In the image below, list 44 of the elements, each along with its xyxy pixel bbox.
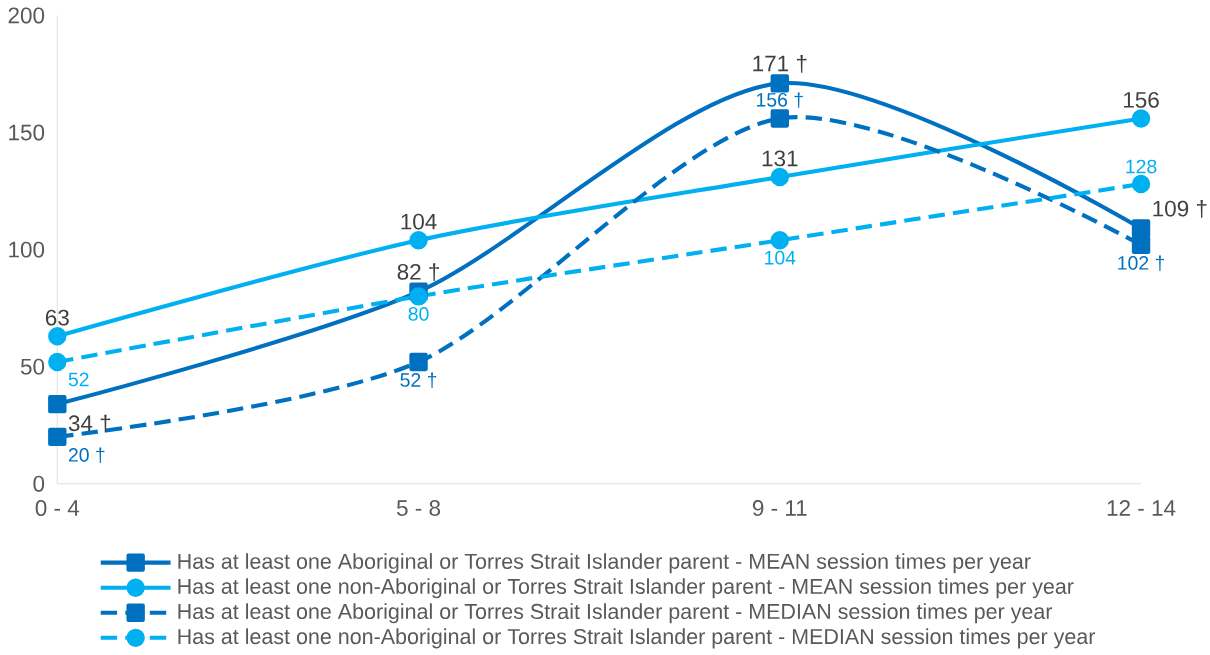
point <box>48 394 67 414</box>
data-label: 20 † <box>68 447 105 463</box>
point <box>48 352 67 371</box>
data-label: 102 † <box>1118 255 1165 271</box>
x-tick-label: 9 - 11 <box>752 499 807 516</box>
point <box>770 73 790 93</box>
point <box>1131 219 1151 238</box>
x-tick-label: 12 - 14 <box>1107 499 1176 516</box>
x-tick-label: 5 - 8 <box>396 499 441 516</box>
x-tick-label: 0 - 4 <box>35 499 80 516</box>
point <box>409 286 428 306</box>
data-label: 52 † <box>400 372 437 388</box>
data-label: 80 <box>408 306 429 321</box>
point <box>409 352 428 371</box>
legend-label: Has at least one Aboriginal or Torres Strait Islander parent - MEAN session times per year <box>178 552 1031 573</box>
point <box>48 427 67 446</box>
y-tick-label: 50 <box>20 358 45 375</box>
point <box>770 109 790 128</box>
y-tick-label: 0 <box>33 475 45 492</box>
data-label: 128 <box>1126 159 1157 174</box>
data-label: 109 † <box>1153 199 1207 218</box>
legend-label: Has at least one non-Aboriginal or Torres Strait Islander parent - MEAN session times per year <box>178 578 1074 599</box>
point <box>770 230 790 250</box>
data-label: 52 <box>68 372 89 387</box>
data-label: 104 <box>765 250 796 265</box>
data-label: 34 † <box>68 414 111 433</box>
legend-label: Has at least one non-Aboriginal or Torres Strait Islander parent - MEDIAN session times per year <box>178 628 1096 649</box>
point <box>48 326 67 346</box>
y-tick-label: 150 <box>9 124 45 141</box>
data-label: 104 <box>401 213 437 230</box>
data-label: 156 † <box>756 92 803 108</box>
point <box>1131 174 1151 193</box>
point <box>409 230 428 250</box>
data-label: 156 <box>1123 91 1159 108</box>
data-label: 63 <box>45 309 69 326</box>
point <box>1131 235 1151 254</box>
point <box>1131 109 1151 128</box>
point <box>770 167 790 186</box>
data-label: 82 † <box>397 263 439 281</box>
y-tick-label: 100 <box>9 241 45 258</box>
y-tick-label: 200 <box>8 7 45 24</box>
data-label: 171 † <box>753 54 807 73</box>
data-label: 131 <box>762 150 798 167</box>
legend-label: Has at least one Aboriginal or Torres Strait Islander parent - MEDIAN session times per year <box>178 603 1053 624</box>
